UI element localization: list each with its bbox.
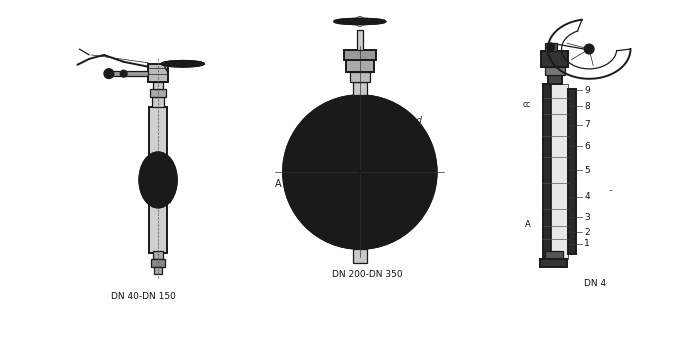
Text: 2: 2 [584, 228, 590, 237]
Circle shape [547, 43, 554, 51]
Circle shape [358, 170, 362, 174]
Text: DN 4: DN 4 [584, 279, 606, 288]
Bar [543, 84, 551, 259]
Circle shape [180, 61, 186, 67]
Circle shape [400, 121, 411, 133]
Bar [568, 89, 576, 254]
Text: A: A [274, 179, 281, 189]
Bar [146, 190, 149, 202]
Ellipse shape [323, 111, 397, 233]
Ellipse shape [335, 19, 386, 24]
Bar [545, 251, 563, 259]
Text: 3: 3 [584, 213, 590, 222]
Bar [167, 190, 170, 202]
Ellipse shape [161, 61, 204, 67]
Text: A: A [525, 220, 531, 229]
Text: DN 40-DN 150: DN 40-DN 150 [111, 292, 176, 301]
Circle shape [291, 103, 428, 241]
Text: 4: 4 [584, 192, 590, 201]
Circle shape [309, 211, 321, 223]
Bar [541, 51, 568, 67]
Bar [154, 266, 162, 274]
Bar [357, 30, 363, 50]
Bar [540, 259, 568, 266]
Bar [344, 50, 376, 60]
Bar [548, 75, 561, 84]
Ellipse shape [139, 152, 177, 208]
Circle shape [104, 69, 114, 78]
Circle shape [549, 45, 553, 49]
Bar [545, 67, 564, 75]
Circle shape [586, 46, 592, 52]
Bar [167, 158, 170, 170]
Text: 8: 8 [584, 102, 590, 111]
Circle shape [120, 70, 127, 77]
Bar [146, 158, 149, 170]
Circle shape [283, 95, 437, 249]
Bar [545, 43, 556, 51]
Circle shape [357, 19, 363, 25]
Bar [149, 158, 167, 202]
Text: 5: 5 [584, 166, 590, 175]
Bar [150, 89, 166, 97]
Bar [353, 249, 367, 262]
Text: N=φd: N=φd [397, 116, 424, 125]
Bar [551, 84, 568, 259]
Circle shape [400, 211, 411, 223]
Bar [148, 64, 168, 82]
Bar [151, 259, 165, 266]
Bar [149, 202, 167, 253]
Text: DN 200-DN 350: DN 200-DN 350 [332, 270, 403, 279]
Text: 1: 1 [584, 239, 590, 248]
Text: -: - [609, 185, 612, 195]
Circle shape [309, 121, 321, 133]
Bar [153, 251, 163, 259]
Bar [149, 107, 167, 158]
Text: cc: cc [523, 100, 531, 108]
Text: 6: 6 [584, 142, 590, 151]
Bar [152, 97, 164, 107]
Text: 7: 7 [584, 120, 590, 129]
Text: 9: 9 [584, 86, 590, 95]
Bar [109, 71, 148, 76]
Bar [153, 82, 163, 89]
Circle shape [584, 44, 594, 54]
Bar [353, 82, 367, 95]
Bar [350, 72, 370, 82]
Bar [346, 60, 374, 72]
